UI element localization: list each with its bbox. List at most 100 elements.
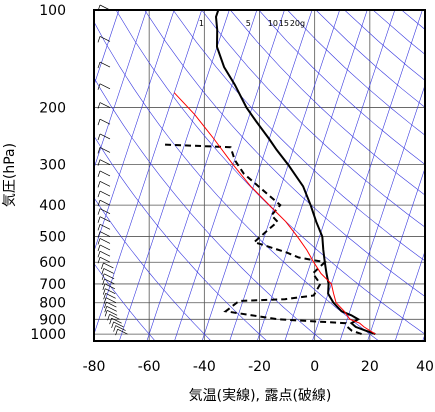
y-tick-label: 700 xyxy=(39,277,66,293)
wind-barb xyxy=(106,301,117,308)
wind-barb-flag xyxy=(103,293,106,300)
wind-barb xyxy=(104,278,115,285)
wind-barb-flag xyxy=(97,102,101,109)
wind-barb-flag xyxy=(97,119,101,126)
wind-barb-flag xyxy=(97,36,101,43)
mixing-ratio-labels: 1 5 10 15 20g xyxy=(199,19,305,28)
wind-barb-flag xyxy=(97,244,101,252)
y-axis-title: 気圧(hPa) xyxy=(2,143,18,207)
wind-barb xyxy=(99,133,111,140)
wind-barb xyxy=(117,328,128,335)
wind-barb-flag xyxy=(97,181,101,188)
dry-adiabat-line xyxy=(430,10,435,341)
wind-barb-flag xyxy=(97,251,101,258)
wind-barb-flag xyxy=(97,190,101,198)
wind-barb-flag xyxy=(97,200,101,207)
wind-barb xyxy=(103,268,114,274)
wind-barb xyxy=(99,190,111,197)
dry-adiabat-line xyxy=(230,10,425,196)
isotherm-lines xyxy=(94,10,425,341)
reference-line xyxy=(173,92,376,335)
wind-barb-flag xyxy=(104,306,108,313)
wind-barb-flag xyxy=(101,273,105,280)
dry-adiabat-line xyxy=(287,10,425,136)
wind-barb xyxy=(99,181,111,187)
wind-barb-flag xyxy=(97,257,101,264)
x-tick-label: 40 xyxy=(416,359,434,375)
dry-adiabat-line xyxy=(258,10,425,165)
x-tick-label: -40 xyxy=(193,359,216,375)
wind-barb xyxy=(99,159,111,165)
y-tick-label: 500 xyxy=(39,230,66,246)
dry-adiabat-line xyxy=(172,10,425,262)
wind-barb-flag xyxy=(109,318,112,325)
wind-barb-flag xyxy=(97,83,101,90)
wind-barb-flag xyxy=(101,262,104,270)
mixing-ratio-label: 20g xyxy=(290,19,305,28)
wind-barbs xyxy=(97,4,128,336)
dry-adiabat-line xyxy=(94,197,212,341)
wind-barb xyxy=(99,256,111,263)
isotherm-line xyxy=(256,10,368,341)
plot-frame xyxy=(93,9,426,342)
dry-adiabat-line xyxy=(94,21,380,341)
temperature-line xyxy=(214,10,376,336)
wind-barb xyxy=(105,297,117,304)
wind-barb-flag xyxy=(97,61,101,69)
wind-barb-flag xyxy=(97,224,101,231)
wind-barb-flag xyxy=(97,133,101,141)
wind-barb xyxy=(103,262,114,269)
isotherm-line xyxy=(229,10,340,341)
isotherm-line xyxy=(146,10,258,341)
isotherm-line xyxy=(119,10,230,341)
wind-barb xyxy=(115,325,126,331)
dry-adiabat-line xyxy=(94,262,156,341)
x-tick-label: 20 xyxy=(361,359,379,375)
isotherm-line xyxy=(94,10,120,87)
x-axis-title: 気温(実線), 露点(破線) xyxy=(189,388,332,404)
grid-layer xyxy=(93,9,426,341)
wind-barb-flag xyxy=(101,268,105,275)
wind-barb-flag xyxy=(104,310,108,317)
wind-barb xyxy=(99,199,111,206)
dry-adiabat-line xyxy=(115,10,425,335)
wind-barb-flag xyxy=(111,321,114,329)
wind-barb xyxy=(106,305,117,312)
x-tick-label: -80 xyxy=(83,359,106,375)
isotherm-line xyxy=(94,10,147,170)
wind-barb-flag xyxy=(97,170,101,178)
isotherm-line xyxy=(394,250,425,341)
wind-barb-flag xyxy=(104,301,107,309)
wind-barb xyxy=(99,118,111,125)
mixing-ratio-label: 10 xyxy=(268,19,278,28)
y-tick-label: 200 xyxy=(39,101,66,117)
wind-barb xyxy=(106,310,118,316)
wind-barb xyxy=(99,61,111,68)
mixing-ratio-label: 15 xyxy=(279,19,289,28)
dry-adiabat-line xyxy=(144,10,425,297)
wind-barb-flag xyxy=(107,314,110,321)
isotherm-line xyxy=(339,84,425,341)
wind-barb xyxy=(99,36,111,42)
wind-barb-flag xyxy=(115,329,118,336)
wind-barb xyxy=(99,238,111,244)
dry-adiabat-line xyxy=(94,135,268,341)
wind-barb xyxy=(113,321,124,328)
dry-adiabat-line xyxy=(315,10,425,108)
wind-barb xyxy=(99,83,111,90)
y-tick-label: 800 xyxy=(39,296,66,312)
wind-barb-flag xyxy=(103,297,107,304)
mixing-ratio-label: 5 xyxy=(246,19,251,28)
wind-barb-flag xyxy=(97,238,101,245)
wind-barb xyxy=(104,283,116,290)
isotherm-line xyxy=(174,10,285,341)
wind-barb xyxy=(99,244,111,251)
wind-barb xyxy=(105,292,116,299)
y-tick-label: 900 xyxy=(39,312,66,328)
isotherm-line xyxy=(201,10,313,341)
mixing-ratio-label: 1 xyxy=(199,19,204,28)
wind-barb-flag xyxy=(113,325,116,332)
isotherm-line xyxy=(94,10,175,253)
wind-barb xyxy=(99,147,111,153)
